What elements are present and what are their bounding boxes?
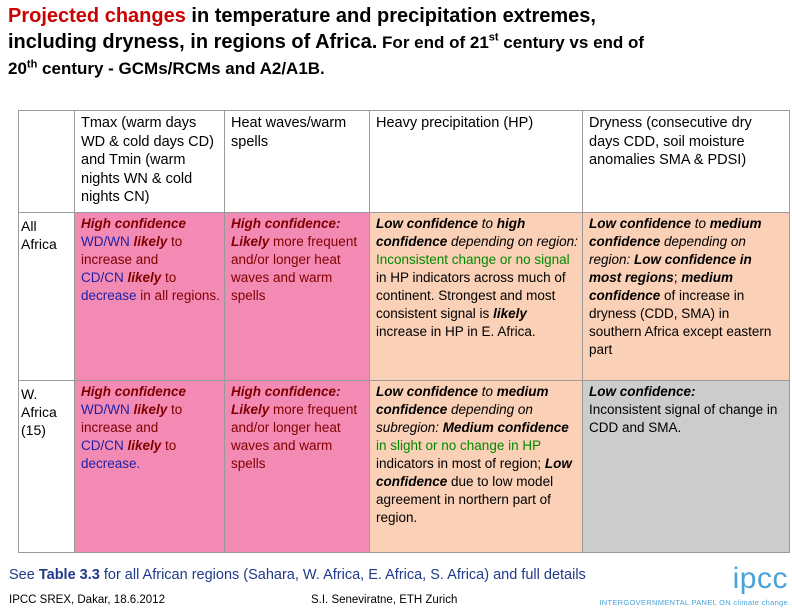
cell-text: indicators in most of region;: [376, 456, 545, 471]
confidence-text: Medium confidence: [442, 420, 569, 435]
cell-text: depending on region:: [589, 234, 746, 267]
header-empty-cell: [18, 110, 75, 213]
cell-text: in all regions.: [136, 288, 220, 303]
footer-event: IPCC SREX, Dakar, 18.6.2012: [9, 594, 165, 606]
likelihood-text: likely: [129, 402, 168, 417]
header-heavy-precipitation: Heavy precipitation (HP): [369, 110, 583, 213]
note-table-ref: Table 3.3: [38, 567, 100, 583]
cell-text: CD/CN: [81, 438, 124, 453]
ipcc-logo: ipcc INTERGOVERNMENTAL PANEL ON climate …: [599, 562, 788, 610]
cell-heavy-precipitation: Low confidence to high confidence depend…: [369, 212, 583, 381]
header-temperature: Tmax (warm days WD & cold days CD) and T…: [74, 110, 225, 213]
cell-text: in slight or no change in HP: [376, 438, 541, 453]
cell-temperature: High confidence WD/WN likely to increase…: [74, 380, 225, 553]
likelihood-text: likely: [123, 270, 162, 285]
cell-text: Inconsistent signal of change in CDD and…: [589, 402, 778, 435]
confidence-text: Low confidence in most regions: [589, 252, 752, 285]
confidence-text: Low confidence: [376, 456, 572, 489]
cell-text: Inconsistent change or no signal: [376, 252, 570, 267]
cell-dryness: Low confidence to medium confidence depe…: [582, 212, 790, 381]
cell-text: of increase in dryness (CDD, SMA) in sou…: [589, 288, 772, 357]
title-subtext: For end of 21: [377, 33, 489, 52]
note-text: for all African regions (Sahara, W. Afri…: [99, 567, 586, 583]
cell-text: depending on subregion:: [376, 402, 533, 435]
footer-author: S.I. Seneviratne, ETH Zurich: [311, 594, 458, 606]
title-superscript: th: [26, 58, 38, 71]
cell-text: to: [161, 270, 177, 285]
confidence-text: Low confidence: [376, 216, 479, 231]
likelihood-text: Likely: [231, 234, 270, 249]
note-text: See: [9, 567, 39, 583]
title-line-3: 20th century - GCMs/RCMs and A2/A1B.: [8, 56, 788, 82]
logo-tagline: INTERGOVERNMENTAL PANEL ON climate chang…: [599, 598, 788, 607]
table-reference-note: See Table 3.3 for all African regions (S…: [9, 566, 586, 584]
title-subtext: 20: [8, 59, 27, 78]
confidence-text: High confidence: [81, 384, 187, 399]
row-label-w-africa: W. Africa (15): [18, 380, 75, 553]
cell-heat-waves: High confidence: Likely more frequent an…: [224, 380, 370, 553]
extremes-table: Tmax (warm days WD & cold days CD) and T…: [18, 110, 790, 553]
cell-text: to: [167, 402, 183, 417]
likelihood-text: likely: [493, 306, 527, 321]
slide-title: Projected changes in temperature and pre…: [8, 3, 788, 82]
confidence-text: medium confidence: [376, 384, 549, 417]
cell-text: to: [691, 216, 710, 231]
cell-text: in HP indicators across much of continen…: [376, 270, 566, 321]
cell-text: ;: [673, 270, 682, 285]
title-superscript: st: [488, 31, 499, 44]
cell-text: to: [167, 234, 183, 249]
cell-text: depending on region:: [447, 234, 578, 249]
likelihood-text: Likely: [231, 402, 270, 417]
confidence-text: Low confidence: [376, 384, 479, 399]
cell-text: CD/CN: [81, 270, 124, 285]
cell-text: WD/WN: [81, 402, 130, 417]
cell-text: to: [478, 216, 497, 231]
cell-text: increase and: [81, 252, 159, 267]
confidence-text: Low confidence:: [589, 384, 696, 399]
title-line-1: Projected changes in temperature and pre…: [8, 3, 788, 29]
title-text: in temperature and precipitation extreme…: [185, 5, 596, 27]
header-heat-waves: Heat waves/warm spells: [224, 110, 370, 213]
cell-dryness: Low confidence: Inconsistent signal of c…: [582, 380, 790, 553]
cell-text: decrease.: [81, 456, 141, 471]
row-all-africa: All Africa High confidence WD/WN likely …: [18, 212, 790, 381]
cell-text: to: [161, 438, 177, 453]
cell-text: more frequent and/or longer heat waves a…: [231, 402, 358, 471]
confidence-text: medium confidence: [589, 270, 734, 303]
row-w-africa: W. Africa (15) High confidence WD/WN lik…: [18, 380, 790, 553]
cell-text: due to low model agreement in northern p…: [376, 474, 554, 525]
title-subtext: century vs end of: [498, 33, 645, 52]
cell-text: to: [478, 384, 497, 399]
cell-heat-waves: High confidence: Likely more frequent an…: [224, 212, 370, 381]
cell-text: more frequent and/or longer heat waves a…: [231, 234, 358, 303]
title-highlight: Projected changes: [8, 5, 186, 27]
title-subtext: century - GCMs/RCMs and A2/A1B.: [37, 59, 325, 78]
cell-temperature: High confidence WD/WN likely to increase…: [74, 212, 225, 381]
confidence-text: high confidence: [376, 216, 526, 249]
cell-heavy-precipitation: Low confidence to medium confidence depe…: [369, 380, 583, 553]
confidence-text: High confidence: [81, 216, 187, 231]
confidence-text: High confidence:: [231, 384, 341, 399]
row-label-all-africa: All Africa: [18, 212, 75, 381]
cell-text: increase and: [81, 420, 159, 435]
title-line-2: including dryness, in regions of Africa.…: [8, 29, 788, 56]
header-row: Tmax (warm days WD & cold days CD) and T…: [18, 110, 790, 213]
title-text: including dryness, in regions of Africa.: [8, 31, 378, 53]
cell-text: increase in HP in E. Africa.: [376, 324, 536, 339]
logo-wordmark: ipcc: [732, 562, 788, 595]
confidence-text: Low confidence: [589, 216, 692, 231]
header-dryness: Dryness (consecutive dry days CDD, soil …: [582, 110, 790, 213]
likelihood-text: likely: [129, 234, 168, 249]
likelihood-text: likely: [123, 438, 162, 453]
cell-text: WD/WN: [81, 234, 130, 249]
confidence-text: medium confidence: [589, 216, 762, 249]
cell-text: decrease: [81, 288, 137, 303]
confidence-text: High confidence:: [231, 216, 341, 231]
